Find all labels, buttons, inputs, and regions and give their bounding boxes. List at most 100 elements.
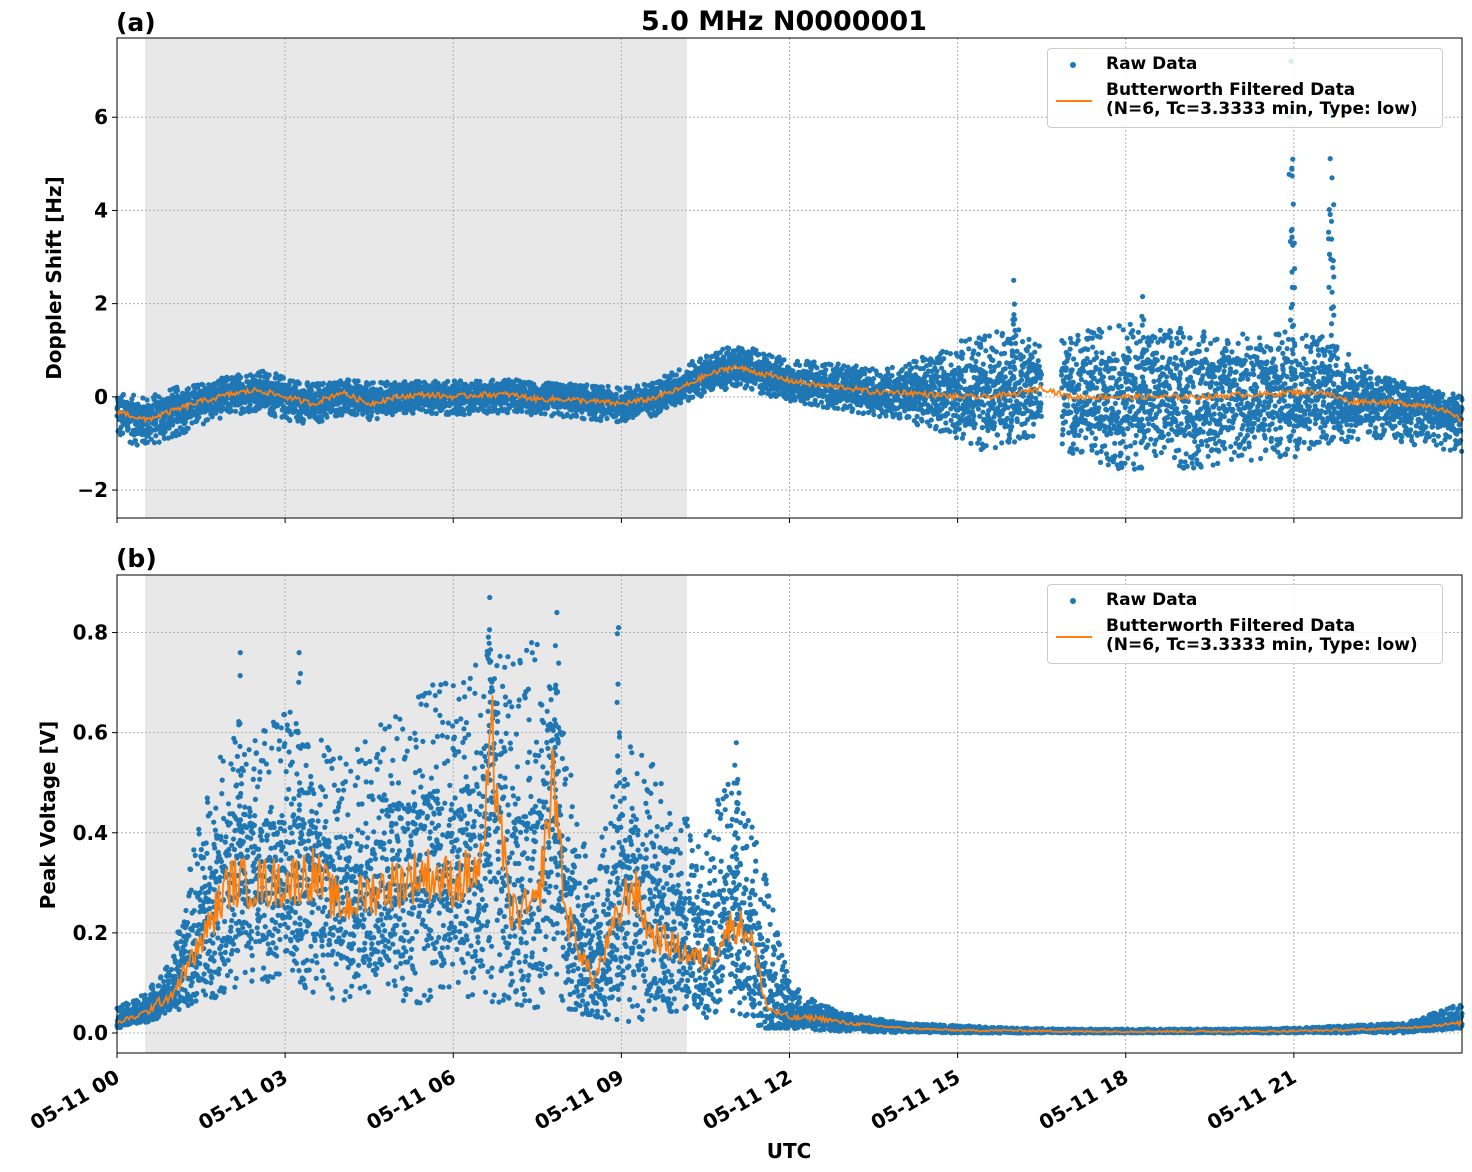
- raw-data-point: [990, 357, 996, 363]
- raw-data-point: [992, 445, 999, 451]
- raw-data-point: [986, 333, 993, 339]
- raw-data-point: [887, 379, 893, 385]
- raw-data-point: [132, 438, 138, 444]
- raw-data-point: [991, 423, 997, 429]
- raw-data-point: [980, 409, 986, 415]
- raw-data-point: [134, 442, 140, 448]
- raw-data-point: [445, 378, 451, 384]
- raw-data-point: [234, 396, 240, 402]
- raw-data-point: [897, 415, 903, 421]
- raw-data-point: [966, 346, 972, 352]
- raw-data-point: [156, 439, 162, 445]
- raw-data-point: [217, 415, 223, 421]
- raw-data-point: [737, 381, 744, 387]
- panel-a-label: (a): [116, 8, 156, 37]
- raw-data-point: [241, 409, 247, 415]
- raw-data-point: [906, 414, 912, 420]
- raw-data-point: [320, 380, 326, 386]
- raw-data-point: [148, 428, 154, 434]
- raw-data-point: [296, 381, 302, 387]
- raw-data-point: [945, 411, 951, 417]
- raw-data-point: [605, 383, 611, 389]
- raw-data-point: [151, 411, 157, 417]
- raw-data-point: [664, 404, 670, 410]
- raw-data-point: [933, 423, 939, 430]
- raw-data-point: [993, 349, 1000, 355]
- raw-data-point: [835, 405, 841, 411]
- raw-data-point: [814, 365, 820, 371]
- raw-data-point: [519, 408, 525, 414]
- raw-data-point: [835, 361, 841, 367]
- raw-data-point: [319, 418, 325, 424]
- raw-data-point: [983, 348, 989, 354]
- raw-data-point: [909, 365, 915, 371]
- raw-data-point: [233, 408, 239, 414]
- raw-data-point: [960, 431, 967, 437]
- raw-data-point: [797, 362, 803, 368]
- raw-data-point: [802, 401, 808, 407]
- raw-data-point: [148, 436, 154, 442]
- raw-data-point: [947, 428, 953, 435]
- figure-title: 5.0 MHz N0000001: [641, 6, 927, 37]
- raw-data-point: [312, 410, 318, 416]
- raw-data-point: [490, 377, 496, 383]
- raw-data-point: [987, 387, 993, 393]
- raw-data-point: [604, 415, 610, 422]
- raw-data-point: [943, 420, 949, 426]
- raw-data-point: [889, 373, 895, 379]
- raw-data-point: [185, 386, 192, 392]
- raw-data-point: [959, 355, 965, 361]
- panel-b-label: (b): [116, 544, 157, 573]
- raw-data-point: [977, 413, 983, 419]
- raw-data-point: [769, 354, 775, 360]
- raw-data-point: [573, 413, 580, 419]
- raw-data-point: [153, 433, 159, 439]
- raw-data-point: [174, 387, 181, 394]
- raw-data-point: [673, 372, 680, 378]
- raw-data-point: [972, 421, 978, 427]
- raw-data-point: [355, 378, 361, 384]
- raw-data-point: [144, 439, 150, 445]
- raw-data-point: [697, 356, 704, 362]
- raw-data-point: [953, 435, 960, 441]
- raw-data-point: [947, 351, 954, 357]
- raw-data-point: [748, 356, 754, 362]
- raw-data-point: [266, 372, 272, 378]
- raw-data-point: [292, 385, 298, 391]
- raw-data-point: [189, 420, 195, 426]
- raw-data-point: [140, 395, 146, 401]
- raw-data-point: [850, 406, 856, 412]
- raw-data-point: [319, 414, 325, 420]
- raw-data-point: [914, 413, 920, 419]
- panel-b-ylabel: Peak Voltage [V]: [36, 721, 60, 910]
- raw-data-point: [976, 436, 983, 442]
- raw-data-point: [161, 435, 167, 441]
- raw-data-point: [324, 414, 330, 420]
- raw-data-point: [781, 357, 787, 363]
- raw-data-point: [125, 426, 131, 432]
- raw-data-point: [975, 351, 982, 357]
- raw-data-point: [244, 373, 250, 379]
- raw-data-point: [889, 364, 895, 371]
- raw-data-point: [156, 394, 162, 400]
- raw-data-point: [682, 393, 688, 399]
- raw-data-point: [120, 430, 126, 436]
- raw-data-point: [690, 394, 696, 400]
- raw-data-point: [991, 400, 997, 406]
- raw-data-point: [374, 416, 380, 422]
- raw-data-point: [919, 418, 925, 424]
- raw-data-point: [861, 410, 867, 416]
- raw-data-point: [257, 373, 263, 379]
- raw-data-point: [862, 371, 868, 377]
- raw-data-point: [286, 409, 292, 415]
- raw-data-point: [170, 422, 176, 428]
- raw-data-point: [869, 381, 875, 387]
- raw-data-point: [134, 419, 140, 425]
- raw-data-point: [956, 426, 962, 432]
- raw-data-point: [928, 417, 934, 423]
- raw-data-point: [280, 375, 286, 381]
- raw-data-point: [855, 410, 862, 416]
- raw-data-point: [370, 380, 376, 386]
- raw-data-point: [971, 413, 977, 419]
- raw-data-point: [979, 425, 985, 431]
